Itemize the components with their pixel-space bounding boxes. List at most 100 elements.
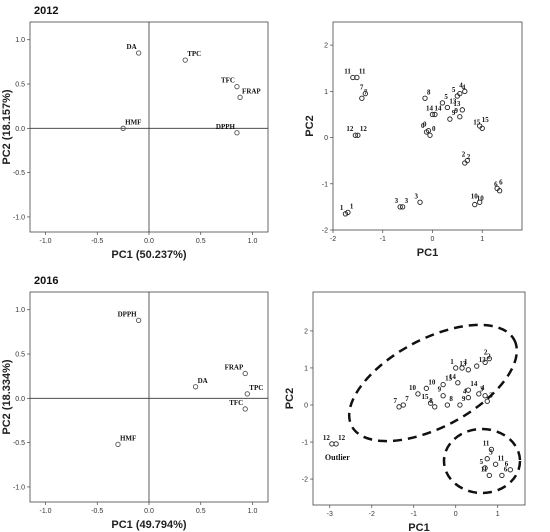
x-axis-label: PC1	[417, 247, 438, 259]
data-point	[396, 404, 402, 410]
x-tick-label: 1	[480, 236, 484, 243]
data-point	[397, 204, 403, 210]
data-point	[432, 404, 438, 410]
y-tick-label: 1.0	[15, 37, 25, 44]
x-tick-label: -0.5	[91, 238, 103, 245]
panel-title: 2016	[34, 275, 58, 287]
data-point	[486, 356, 492, 362]
y-tick-label: 1	[324, 89, 328, 96]
point-label: 8	[429, 397, 433, 405]
x-tick-label: 0.5	[196, 508, 206, 515]
point-label: 15	[422, 393, 430, 401]
data-point	[432, 111, 438, 118]
data-point	[345, 209, 351, 216]
panel-title: 2012	[34, 5, 58, 17]
data-point	[455, 380, 461, 386]
point-label: 7	[364, 88, 368, 96]
point-label: 7	[394, 397, 398, 405]
y-tick-label: 0	[304, 402, 308, 409]
point-label: 1	[350, 202, 354, 210]
data-point	[453, 365, 459, 371]
point-label: DPPH	[118, 310, 138, 318]
data-point	[476, 391, 482, 397]
y-tick-label: 0	[324, 135, 328, 142]
data-point	[457, 114, 463, 120]
point-label: 3	[480, 386, 484, 394]
data-point	[459, 107, 465, 113]
data-point	[237, 94, 243, 100]
point-label: 5	[489, 449, 493, 457]
y-tick-label: -0.5	[13, 170, 25, 177]
y-axis-label: PC2	[284, 388, 296, 409]
data-point	[479, 125, 485, 131]
data-point	[482, 393, 488, 399]
data-point	[417, 199, 423, 205]
point-label: 1	[340, 204, 344, 212]
point-label: 5	[480, 458, 484, 466]
data-point	[362, 90, 368, 97]
point-label: 3	[395, 197, 399, 205]
point-label: 15	[445, 375, 453, 383]
point-label: HMF	[120, 434, 136, 442]
point-label: 14	[470, 380, 478, 388]
point-label: 9	[452, 109, 456, 117]
data-point	[244, 391, 250, 397]
x-tick-label: -1.0	[39, 508, 51, 515]
point-label: HMF	[125, 118, 141, 126]
data-point	[465, 367, 471, 373]
point-label: 2	[484, 349, 488, 357]
y-tick-label: 0.5	[15, 82, 25, 89]
data-point	[415, 391, 421, 397]
point-label: 6	[499, 178, 503, 186]
y-tick-label: 1	[304, 365, 308, 372]
point-label: 11	[359, 67, 366, 75]
y-tick-label: 0.0	[15, 126, 25, 133]
plot-frame	[332, 21, 523, 231]
point-label: 3	[405, 197, 409, 205]
x-tick-label: -2	[369, 511, 375, 518]
x-axis-label: PC1 (50.237%)	[111, 249, 187, 261]
y-tick-label: 0.5	[15, 352, 25, 359]
data-point	[399, 204, 406, 210]
x-tick-label: 0.0	[144, 508, 154, 515]
point-label: 13	[449, 98, 457, 106]
point-label: 1	[450, 358, 454, 366]
point-label: 5	[444, 93, 448, 101]
data-point	[447, 116, 453, 122]
point-label: 2	[467, 153, 471, 161]
point-label: TPC	[249, 384, 263, 392]
point-label: TPC	[187, 50, 201, 58]
data-point	[482, 359, 488, 366]
point-label: 7	[360, 84, 364, 92]
x-tick-label: 0.5	[196, 238, 206, 245]
y-tick-label: -0.5	[13, 440, 25, 447]
data-point	[192, 384, 199, 390]
point-label: 6	[494, 181, 498, 189]
y-axis-label: PC2	[304, 115, 316, 136]
point-label: DA	[127, 43, 137, 51]
point-label: 11	[498, 454, 505, 462]
point-label: 3	[415, 192, 419, 200]
data-point	[474, 363, 480, 369]
data-point	[457, 402, 463, 408]
point-label: 10	[477, 195, 485, 203]
data-point	[354, 74, 360, 81]
x-tick-label: 1	[496, 511, 500, 518]
point-label: 4	[481, 384, 485, 392]
point-label: 15	[482, 116, 490, 124]
data-point	[465, 387, 471, 393]
cluster-ellipse	[347, 323, 519, 443]
y-tick-label: -1	[302, 440, 308, 447]
data-point	[488, 446, 495, 453]
x-tick-label: 1.0	[248, 508, 258, 515]
point-label: 15	[473, 118, 481, 126]
x-tick-label: 0.0	[144, 238, 154, 245]
data-point	[423, 385, 429, 391]
point-label: 11	[483, 439, 490, 447]
data-point	[457, 90, 463, 97]
data-point	[234, 130, 240, 136]
data-point	[429, 111, 436, 118]
data-point	[234, 84, 240, 90]
data-point	[499, 472, 505, 479]
point-label: 13	[459, 360, 467, 368]
